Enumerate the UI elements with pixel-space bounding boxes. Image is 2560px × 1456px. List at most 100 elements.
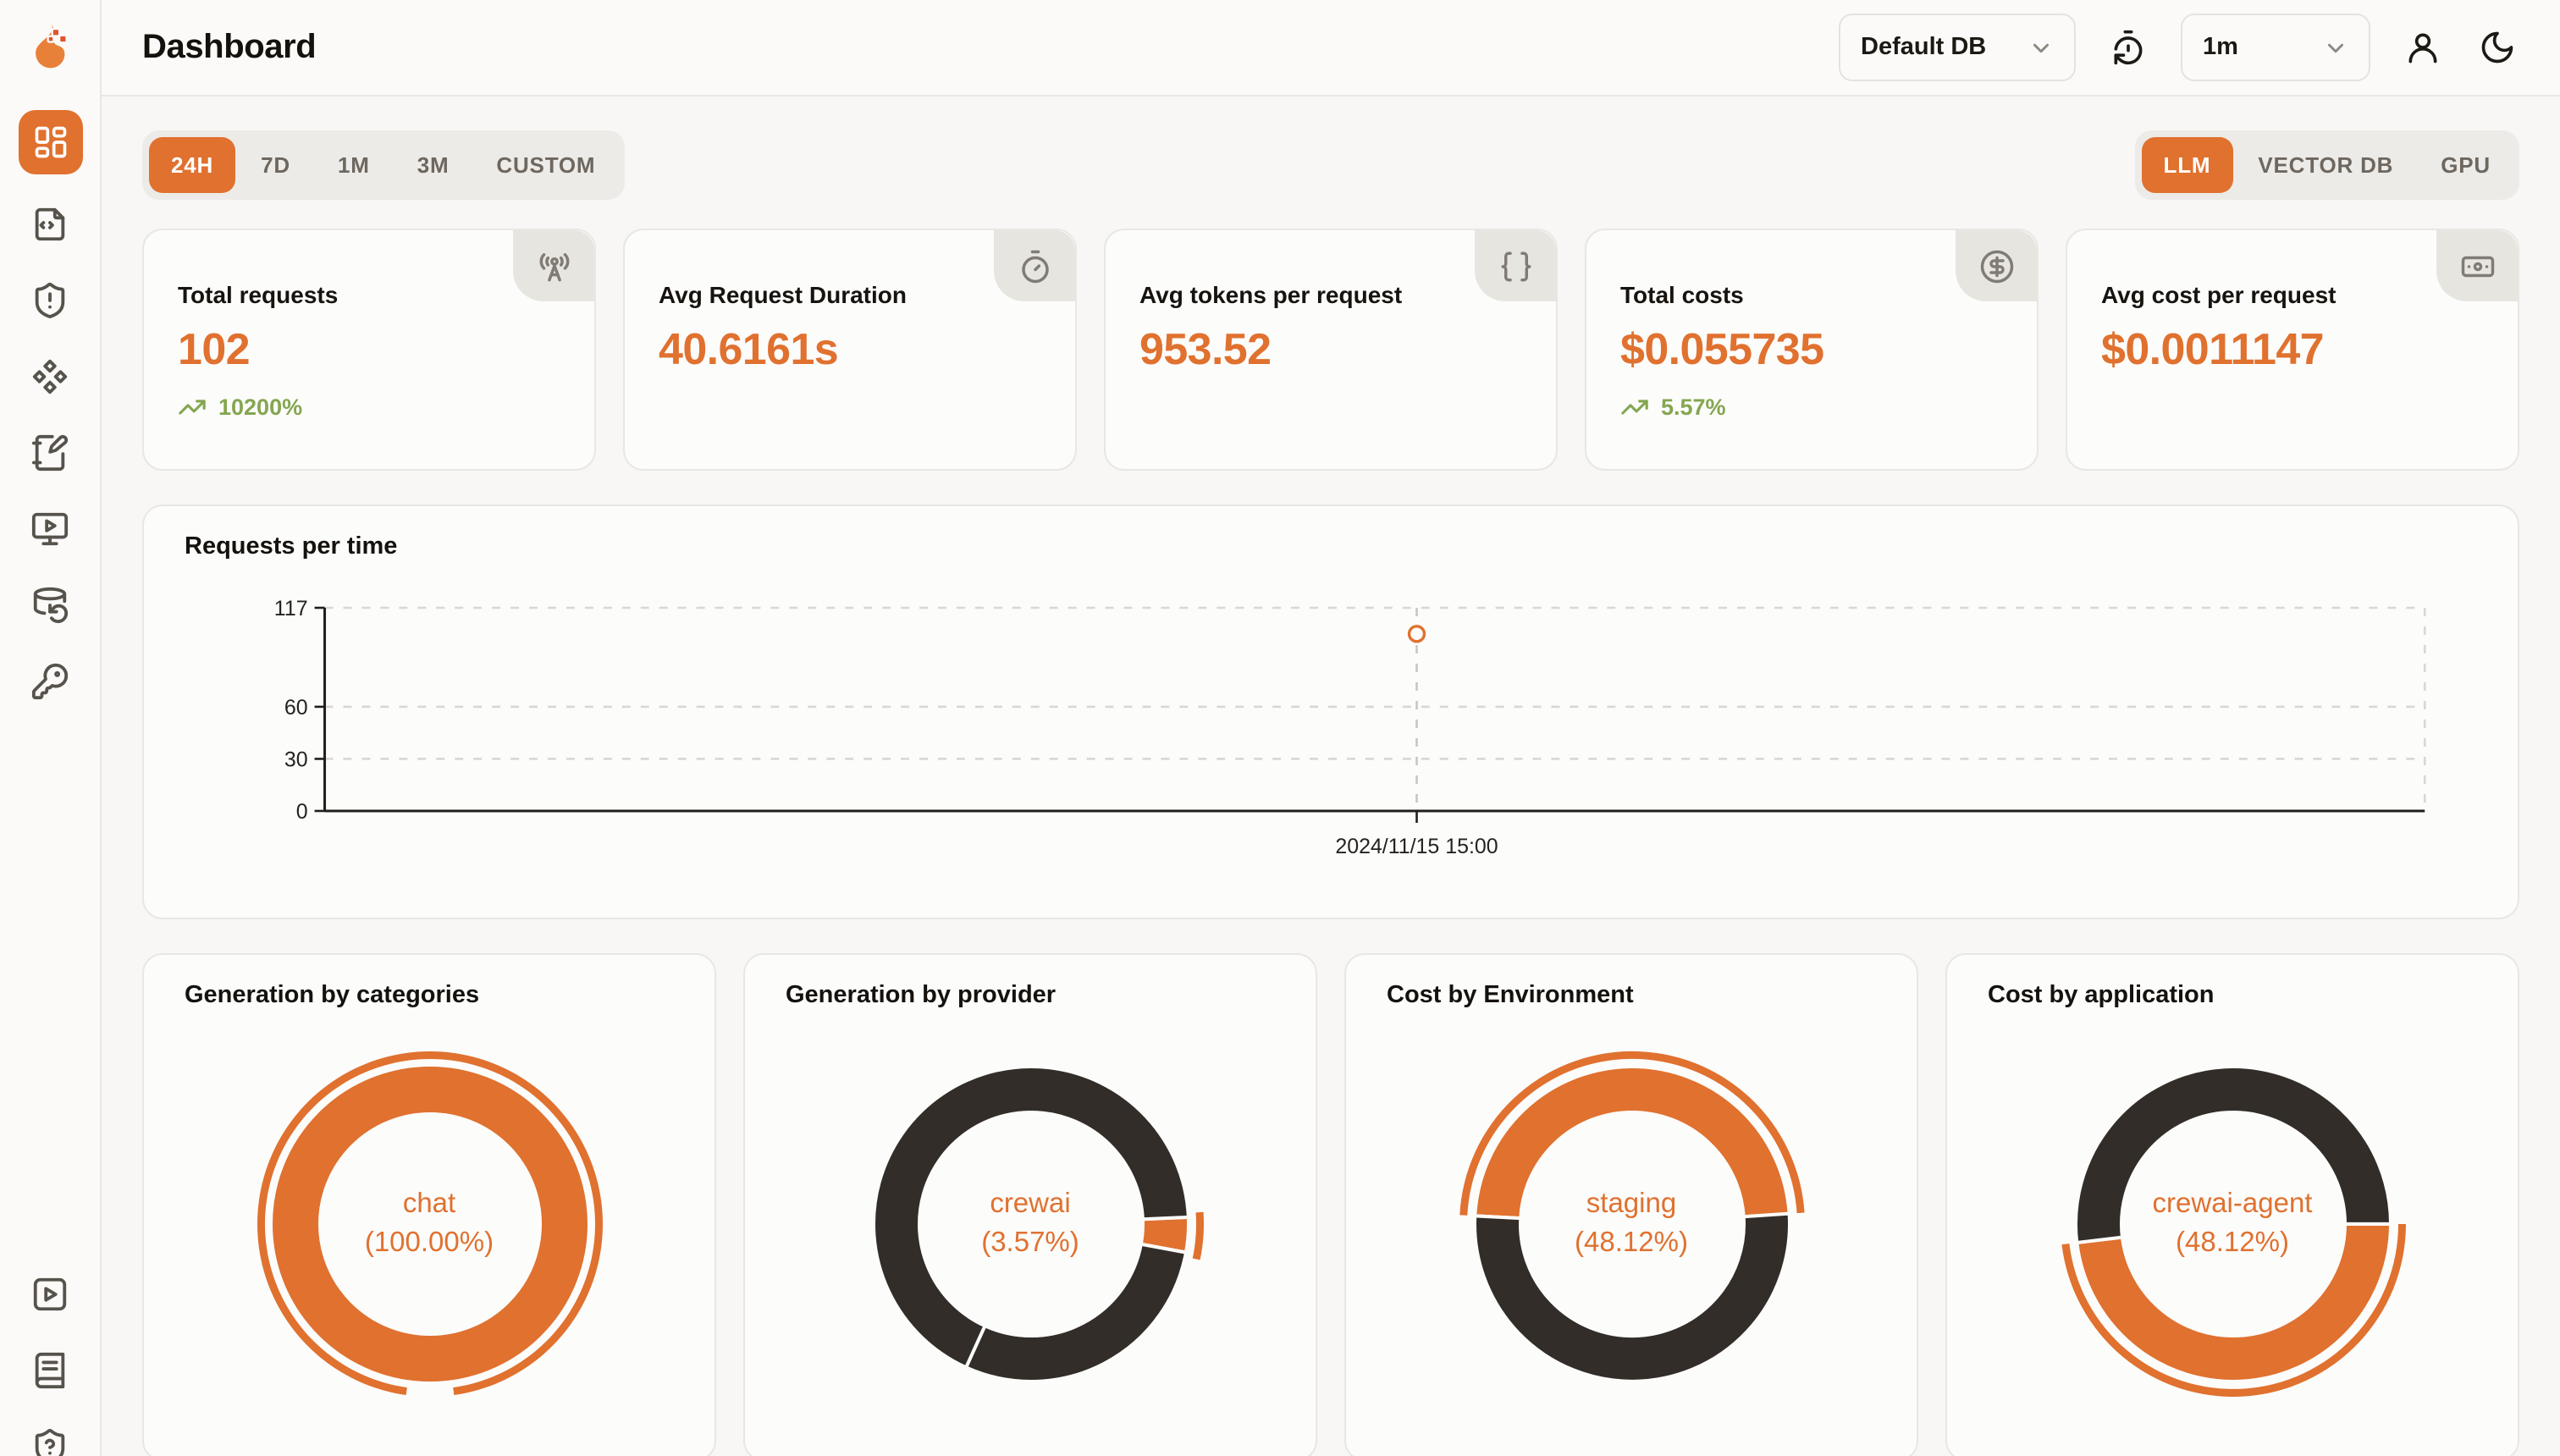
- sidebar-item-dashboard[interactable]: [18, 110, 82, 174]
- circle-dollar-icon: [1956, 230, 2037, 301]
- chart-title: Requests per time: [185, 533, 398, 560]
- sidebar-item-support[interactable]: [30, 1426, 70, 1456]
- donut-svg: [257, 1051, 603, 1396]
- component-diamonds-icon: [32, 358, 68, 394]
- key-round-icon: [31, 662, 69, 699]
- stat-label: Total costs: [1620, 281, 1744, 308]
- user-menu-button[interactable]: [2401, 25, 2445, 69]
- database-backup-icon: [33, 586, 69, 623]
- chart-title: Generation by categories: [185, 982, 480, 1009]
- stat-label: Avg cost per request: [2101, 281, 2337, 308]
- stat-trend-value: 5.57%: [1661, 394, 1726, 420]
- sidebar-nav: [18, 110, 82, 701]
- stat-label: Avg tokens per request: [1139, 281, 1403, 308]
- sidebar-item-datasets[interactable]: [30, 584, 70, 625]
- donut-svg: [1459, 1051, 1804, 1383]
- stat-value: $0.0011147: [2101, 323, 2325, 374]
- donut-chart-provider[interactable]: crewai (3.57%): [852, 1046, 1208, 1402]
- header-controls: Default DB 1m: [1839, 14, 2519, 81]
- chevron-down-icon: [2328, 42, 2343, 52]
- sidebar-item-tutorials[interactable]: [30, 1273, 70, 1314]
- sidebar-item-prompts[interactable]: [30, 432, 70, 472]
- user-icon: [2408, 33, 2437, 63]
- stat-label: Avg Request Duration: [659, 281, 907, 308]
- stat-card-avg-tokens: Avg tokens per request 953.52: [1104, 229, 1558, 471]
- donut-row: Generation by categories chat (100.00%) …: [142, 953, 2519, 1456]
- donut-chart-environment[interactable]: staging (48.12%): [1454, 1046, 1809, 1402]
- braces-icon: [1475, 230, 1556, 301]
- stats-row: Total requests 102 10200% Avg Request Du…: [142, 229, 2519, 471]
- notebook-pen-icon: [31, 433, 69, 471]
- donut-chart-application[interactable]: crewai-agent (48.12%): [2055, 1046, 2410, 1402]
- svg-text:0: 0: [296, 800, 308, 824]
- donut-card-generation-by-categories: Generation by categories chat (100.00%): [142, 953, 716, 1456]
- donut-card-cost-by-application: Cost by application crewai-agent (48.12%…: [1945, 953, 2519, 1456]
- sidebar-item-integrations[interactable]: [30, 356, 70, 396]
- sidebar-bottom-nav: [30, 1273, 70, 1456]
- tab-7d[interactable]: 7D: [239, 137, 312, 193]
- svg-text:60: 60: [284, 696, 308, 720]
- moon-icon: [2481, 31, 2513, 63]
- trending-up-icon: [179, 400, 206, 415]
- layout-dashboard-icon: [34, 126, 66, 158]
- stat-trend-value: 10200%: [218, 394, 303, 420]
- tab-custom[interactable]: CUSTOM: [474, 137, 617, 193]
- scope-tabs: LLM VECTOR DB GPU: [2134, 130, 2519, 200]
- chart-title: Cost by application: [1988, 982, 2215, 1009]
- tab-1m[interactable]: 1M: [316, 137, 392, 193]
- stat-card-avg-duration: Avg Request Duration 40.6161s: [623, 229, 1077, 471]
- app-logo[interactable]: [26, 19, 74, 73]
- interval-select-value: 1m: [2203, 34, 2238, 61]
- stat-card-avg-cost: Avg cost per request $0.0011147: [2066, 229, 2519, 471]
- donut-card-generation-by-provider: Generation by provider crewai (3.57%): [743, 953, 1317, 1456]
- chart-title: Cost by Environment: [1387, 982, 1634, 1009]
- timer-icon: [994, 230, 1075, 301]
- interval-select[interactable]: 1m: [2181, 14, 2370, 81]
- refresh-interval-history-button[interactable]: [2106, 25, 2150, 69]
- sidebar-item-docs[interactable]: [30, 1349, 70, 1390]
- top-bar: Dashboard Default DB 1m: [102, 0, 2560, 97]
- shield-alert-icon: [35, 281, 65, 317]
- tab-3m[interactable]: 3M: [395, 137, 472, 193]
- stat-trend: 10200%: [178, 393, 560, 422]
- trending-up-icon: [1621, 400, 1648, 415]
- svg-text:2024/11/15 15:00: 2024/11/15 15:00: [1335, 835, 1498, 858]
- flame-logo-icon: [36, 23, 68, 68]
- donut-card-cost-by-environment: Cost by Environment staging (48.12%): [1344, 953, 1918, 1456]
- stat-card-total-costs: Total costs $0.055735 5.57%: [1585, 229, 2039, 471]
- database-select[interactable]: Default DB: [1839, 14, 2076, 81]
- donut-svg: [2061, 1065, 2405, 1397]
- sidebar-item-request-logs[interactable]: [30, 203, 70, 244]
- tab-gpu[interactable]: GPU: [2419, 137, 2513, 193]
- stat-trend: 5.57%: [1620, 393, 2003, 422]
- stat-card-total-requests: Total requests 102 10200%: [142, 229, 596, 471]
- radio-tower-icon: [513, 230, 594, 301]
- file-code-icon: [35, 207, 65, 240]
- tab-llm[interactable]: LLM: [2141, 137, 2233, 193]
- filters-row: 24H 7D 1M 3M CUSTOM LLM VECTOR DB GPU: [142, 130, 2519, 200]
- dark-mode-toggle[interactable]: [2475, 25, 2519, 69]
- square-play-icon: [33, 1277, 67, 1310]
- stat-value: 102: [178, 323, 251, 374]
- donut-chart-categories[interactable]: chat (100.00%): [251, 1046, 607, 1402]
- stat-value: 40.6161s: [659, 323, 839, 374]
- sidebar-item-api-keys[interactable]: [30, 660, 70, 701]
- page-title: Dashboard: [142, 28, 317, 65]
- requests-per-time-card: Requests per time 0 30 60 117 2024/11/15 15:…: [142, 505, 2519, 919]
- book-text-icon: [35, 1351, 65, 1388]
- requests-line-chart[interactable]: 0 30 60 117 2024/11/15 15:00: [144, 584, 2518, 880]
- timer-reset-icon: [2114, 30, 2143, 65]
- sidebar-item-security[interactable]: [30, 279, 70, 320]
- sidebar-item-playground[interactable]: [30, 508, 70, 549]
- dashboard-content: 24H 7D 1M 3M CUSTOM LLM VECTOR DB GPU: [102, 97, 2560, 1456]
- tab-vector-db[interactable]: VECTOR DB: [2236, 137, 2415, 193]
- donut-svg: [871, 1065, 1203, 1384]
- banknote-icon: [2436, 230, 2518, 301]
- chevron-down-icon: [2033, 42, 2049, 52]
- stat-value: $0.055735: [1620, 323, 1824, 374]
- shield-question-icon: [35, 1427, 65, 1456]
- chart-title: Generation by provider: [786, 982, 1057, 1009]
- tab-24h[interactable]: 24H: [149, 137, 236, 193]
- time-range-tabs: 24H 7D 1M 3M CUSTOM: [142, 130, 625, 200]
